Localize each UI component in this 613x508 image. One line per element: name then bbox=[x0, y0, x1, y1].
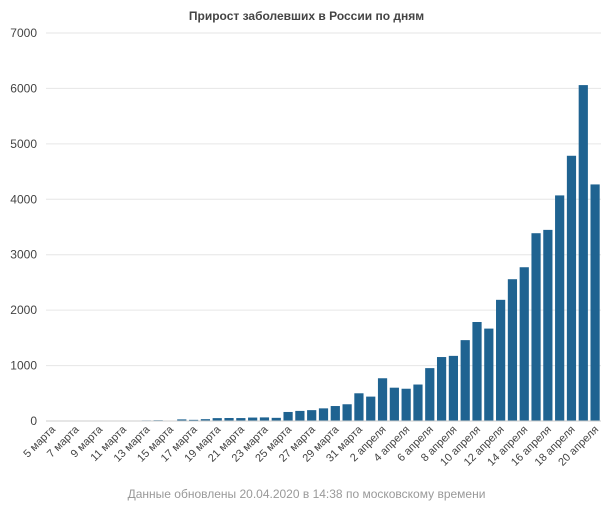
bar bbox=[330, 406, 340, 421]
y-tick-label: 4000 bbox=[10, 192, 37, 206]
chart-title: Прирост заболевших в России по дням bbox=[188, 9, 425, 23]
y-tick-label: 7000 bbox=[10, 26, 37, 40]
bar bbox=[578, 85, 588, 421]
bar bbox=[448, 355, 458, 421]
y-tick-label: 3000 bbox=[10, 248, 37, 262]
bar bbox=[318, 408, 329, 421]
bar bbox=[555, 195, 565, 421]
bar bbox=[460, 340, 470, 421]
bar bbox=[236, 418, 246, 421]
bar bbox=[189, 419, 199, 421]
bar bbox=[248, 417, 258, 421]
bar bbox=[177, 419, 187, 421]
bar bbox=[425, 368, 435, 421]
bar bbox=[496, 299, 506, 421]
bar bbox=[484, 328, 494, 421]
bar bbox=[590, 184, 600, 421]
bar bbox=[377, 378, 388, 421]
bar bbox=[271, 417, 281, 421]
bar bbox=[401, 388, 411, 421]
y-tick-label: 6000 bbox=[10, 81, 37, 95]
bar bbox=[389, 387, 399, 421]
bar bbox=[259, 417, 270, 421]
y-tick-label: 2000 bbox=[10, 303, 37, 317]
bar bbox=[566, 155, 577, 421]
bar bbox=[224, 418, 234, 421]
bar bbox=[354, 393, 364, 421]
bar bbox=[212, 418, 222, 421]
grid-lines bbox=[46, 32, 601, 422]
bar bbox=[507, 279, 518, 421]
bar bbox=[472, 322, 482, 421]
bar bbox=[283, 411, 293, 421]
bar-series bbox=[47, 85, 600, 421]
bar bbox=[413, 384, 423, 421]
bar bbox=[366, 396, 376, 421]
bar bbox=[436, 357, 447, 421]
bar bbox=[543, 229, 553, 421]
y-tick-label: 1000 bbox=[10, 359, 37, 373]
bar bbox=[295, 410, 305, 421]
bar bbox=[200, 419, 211, 421]
bar bbox=[342, 404, 352, 421]
bar bbox=[531, 233, 541, 421]
y-tick-label: 0 bbox=[30, 414, 37, 428]
update-note: Данные обновлены 20.04.2020 в 14:38 по м… bbox=[127, 487, 486, 501]
y-axis-tick-labels: 0 1000 2000 3000 4000 5000 6000 7000 bbox=[10, 26, 37, 428]
bar bbox=[307, 410, 317, 421]
y-tick-label: 5000 bbox=[10, 137, 37, 151]
bar bbox=[519, 267, 529, 421]
